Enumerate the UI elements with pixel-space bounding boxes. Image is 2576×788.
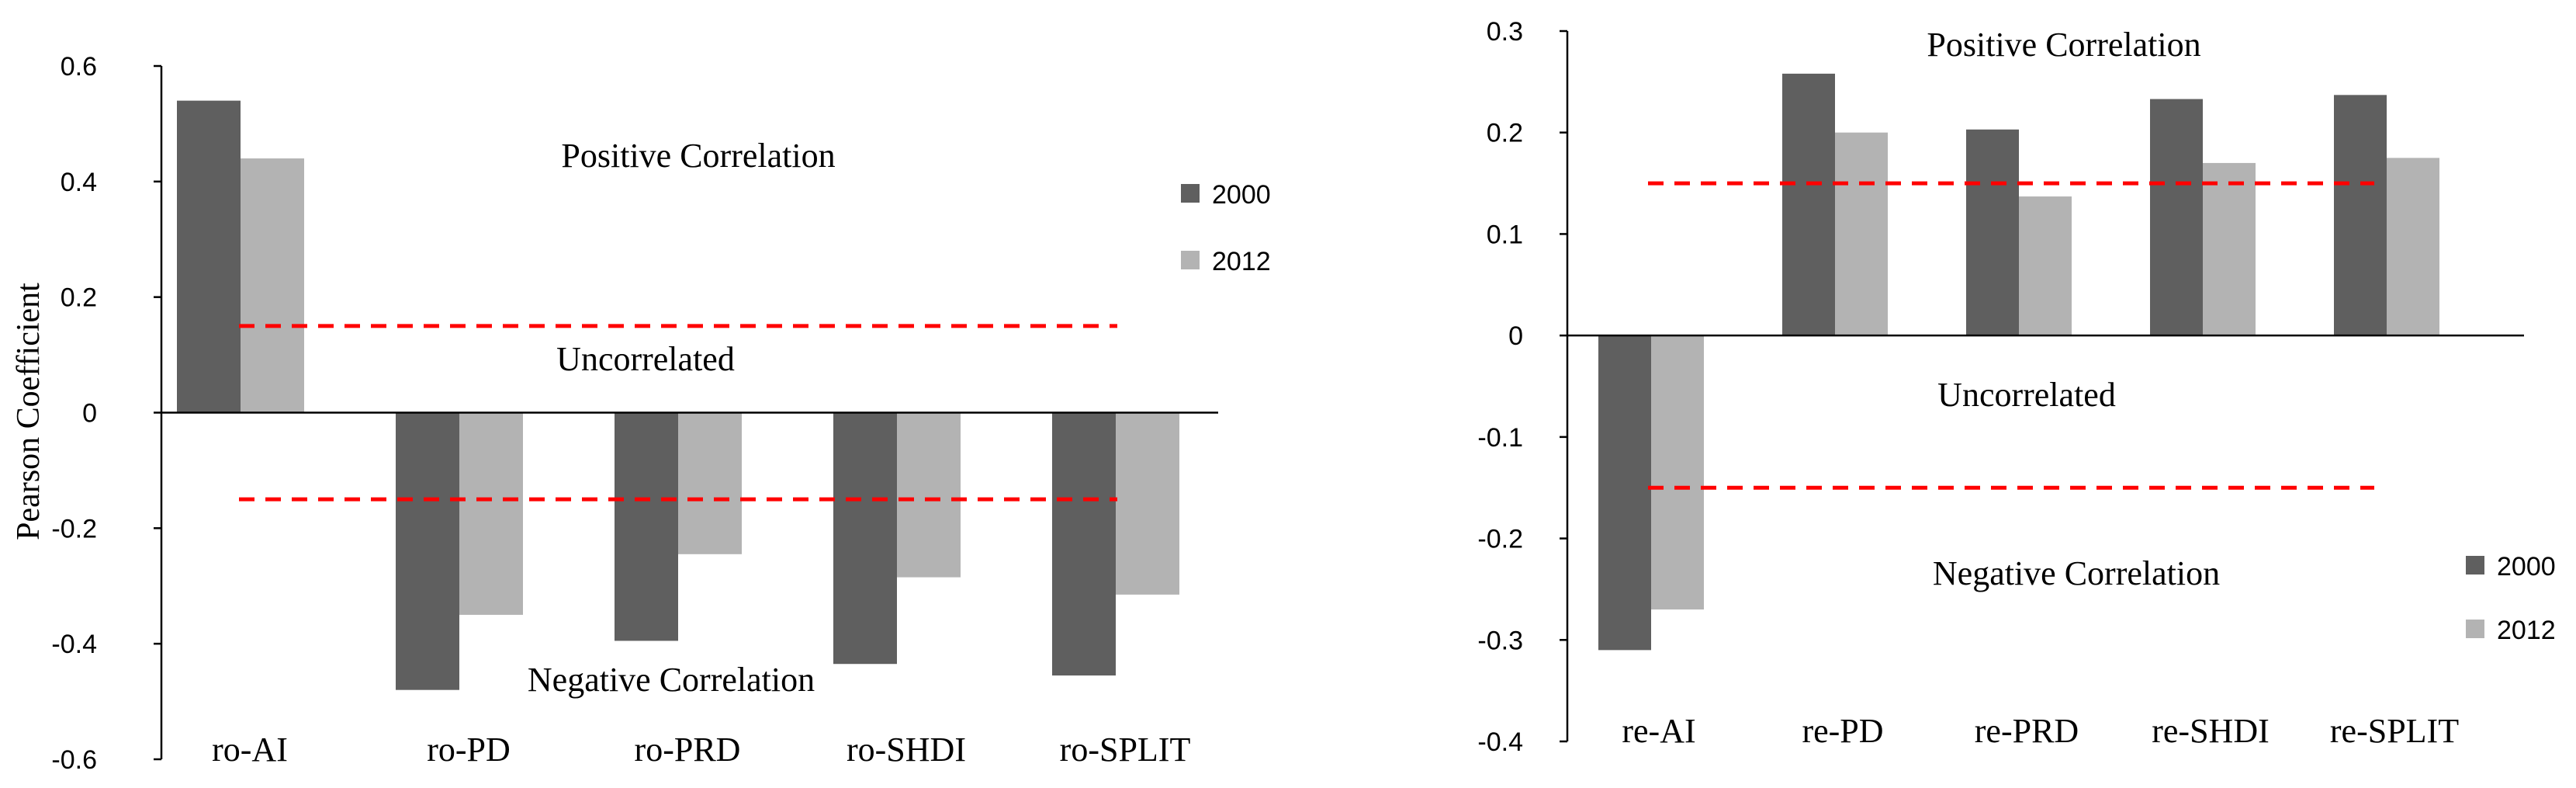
left-y-tick-label: 0.6	[61, 52, 97, 82]
left-threshold-lines	[239, 324, 1117, 502]
right-bar-re-PRD-2000	[1966, 129, 2019, 336]
left-negative-correlation-label: Negative Correlation	[528, 661, 815, 699]
right-y-tick-label: 0	[1508, 321, 1523, 351]
right-bars	[1598, 73, 2439, 651]
left-bar-ro-SHDI-2012	[897, 412, 961, 578]
right-legend-label-2012: 2012	[2497, 616, 2556, 645]
right-y-tick-label: 0.3	[1487, 17, 1523, 47]
right-legend: 2000 2012	[2466, 552, 2556, 645]
right-bar-re-SHDI-2012	[2203, 162, 2256, 336]
left-bar-ro-PD-2000	[396, 412, 459, 690]
left-y-tick-label: -0.6	[51, 745, 97, 775]
left-bar-ro-PD-2012	[459, 412, 523, 615]
right-category-labels: re-AI re-PD re-PRD re-SHDI re-SPLIT	[1622, 712, 2459, 750]
right-bar-re-PRD-2012	[2019, 196, 2072, 336]
left-bar-ro-AI-2000	[177, 100, 241, 413]
right-y-tick-label: 0.1	[1487, 220, 1523, 249]
left-y-tick-label: -0.4	[51, 630, 97, 659]
right-bar-re-PD-2012	[1835, 132, 1888, 336]
right-uncorrelated-label: Uncorrelated	[1937, 376, 2116, 414]
left-category-label: ro-PRD	[635, 731, 741, 769]
right-y-tick-label: -0.2	[1477, 525, 1523, 554]
left-chart: Pearson Coefficient 0.6 0.4 0.2 0 -0.2 -0.4 -0…	[11, 52, 1271, 775]
left-uncorrelated-label: Uncorrelated	[556, 340, 735, 378]
left-category-label: ro-SPLIT	[1060, 731, 1191, 769]
left-legend-label-2000: 2000	[1212, 180, 1271, 210]
right-category-label: re-PD	[1802, 712, 1883, 750]
right-y-tick-labels: 0.3 0.2 0.1 0 -0.1 -0.2 -0.3 -0.4	[1477, 17, 1567, 757]
right-bar-re-SPLIT-2000	[2334, 95, 2387, 336]
left-bar-ro-SPLIT-2012	[1116, 412, 1179, 595]
right-bar-re-SHDI-2000	[2150, 99, 2203, 336]
left-legend: 2000 2012	[1181, 180, 1271, 276]
right-legend-label-2000: 2000	[2497, 552, 2556, 581]
left-category-label: ro-AI	[212, 731, 288, 769]
left-bars	[177, 100, 1179, 690]
left-bar-ro-SPLIT-2000	[1052, 412, 1116, 676]
left-bar-ro-PRD-2012	[678, 412, 742, 554]
left-positive-correlation-label: Positive Correlation	[561, 137, 835, 175]
right-negative-correlation-label: Negative Correlation	[1933, 554, 2220, 592]
left-bar-ro-PRD-2000	[615, 412, 678, 641]
left-y-tick-label: 0.4	[61, 168, 97, 197]
left-legend-swatch-2000	[1181, 184, 1200, 203]
left-y-tick-labels: 0.6 0.4 0.2 0 -0.2 -0.4 -0.6	[51, 52, 161, 775]
right-y-tick-label: -0.4	[1477, 727, 1523, 757]
right-legend-swatch-2012	[2466, 620, 2484, 638]
left-category-label: ro-PD	[427, 731, 511, 769]
right-category-label: re-PRD	[1975, 712, 2079, 750]
left-y-axis-label: Pearson Coefficient	[11, 283, 47, 540]
right-threshold-lines	[1648, 181, 2374, 490]
left-y-tick-label: 0	[82, 399, 97, 429]
right-category-label: re-SHDI	[2152, 712, 2270, 750]
right-bar-re-PD-2000	[1782, 73, 1835, 336]
right-bar-re-AI-2012	[1651, 335, 1704, 610]
right-y-tick-label: -0.1	[1477, 423, 1523, 453]
left-category-label: ro-SHDI	[847, 731, 966, 769]
left-category-labels: ro-AI ro-PD ro-PRD ro-SHDI ro-SPLIT	[212, 731, 1190, 769]
right-category-label: re-AI	[1622, 712, 1695, 750]
right-bar-re-AI-2000	[1598, 335, 1651, 651]
left-y-tick-label: -0.2	[51, 514, 97, 543]
right-y-tick-label: -0.3	[1477, 626, 1523, 655]
left-bar-ro-AI-2012	[241, 158, 304, 413]
left-bar-ro-SHDI-2000	[833, 412, 897, 665]
right-bar-re-SPLIT-2012	[2387, 158, 2439, 336]
right-positive-correlation-label: Positive Correlation	[1927, 26, 2200, 64]
left-legend-label-2012: 2012	[1212, 247, 1271, 276]
right-category-label: re-SPLIT	[2330, 712, 2459, 750]
right-y-tick-label: 0.2	[1487, 119, 1523, 148]
left-y-tick-label: 0.2	[61, 283, 97, 313]
right-chart: 0.30.20.10-0.1-0.2-0.3-0.4 re-AI re-PD re-…	[1477, 17, 2555, 757]
right-legend-swatch-2000	[2466, 556, 2484, 575]
left-legend-swatch-2012	[1181, 251, 1200, 269]
